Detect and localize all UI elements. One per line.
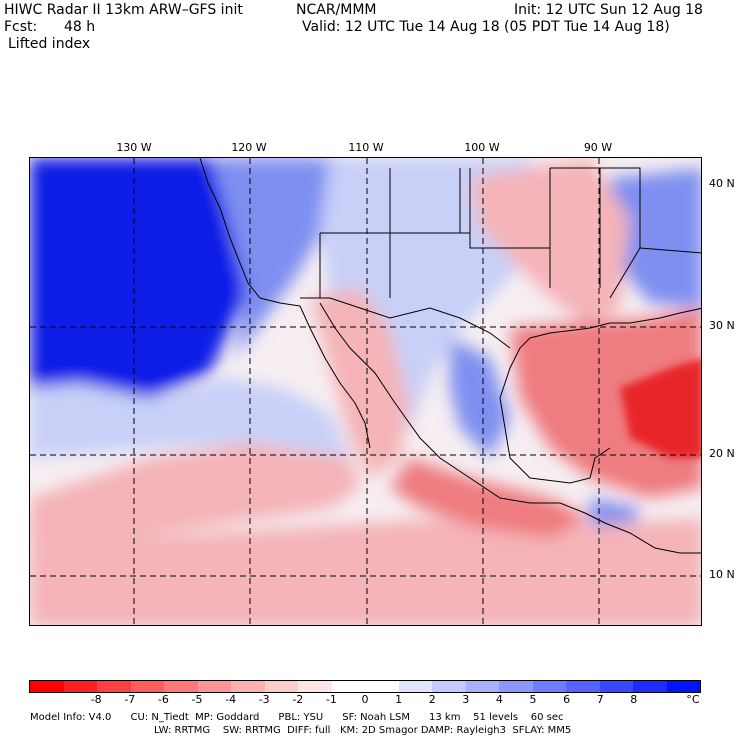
legend-swatch — [30, 681, 64, 692]
baja-california-coast — [299, 305, 371, 449]
unstable-southern-pacific — [30, 518, 701, 625]
lon-label-90w: 90 W — [583, 141, 613, 154]
legend-tick-label: -3 — [258, 693, 270, 706]
lon-label-130w: 130 W — [116, 141, 152, 154]
unstable-gulf-region — [510, 308, 701, 498]
lifted-index-map — [29, 157, 702, 626]
model-info-line2: LW: RRTMG SW: RRTMG DIFF: full KM: 2D Sm… — [154, 725, 572, 736]
grid-lines — [30, 158, 701, 625]
lat-label-30n: 30 N — [709, 319, 735, 332]
mexico-gulf-coast — [499, 397, 611, 484]
legend-swatch — [365, 681, 399, 692]
legend-tick-label: -5 — [191, 693, 203, 706]
legend-swatch — [231, 681, 265, 692]
legend-swatch — [298, 681, 332, 692]
lat-label-10n: 10 N — [709, 568, 735, 581]
model-info-line1: Model Info: V4.0 CU: N_Tiedt MP: Goddard… — [30, 712, 564, 723]
org-label: NCAR/MMM — [296, 2, 377, 18]
us-state-borders — [319, 168, 551, 298]
lon-label-100w: 100 W — [464, 141, 500, 154]
legend-swatch — [398, 681, 432, 692]
legend-tick-label: -1 — [325, 693, 337, 706]
legend-tick-label: 3 — [462, 693, 470, 706]
legend-tick-label: -6 — [157, 693, 169, 706]
legend-swatch — [197, 681, 231, 692]
lat-label-40n: 40 N — [709, 177, 735, 190]
legend-swatch — [264, 681, 298, 692]
lon-label-120w: 120 W — [231, 141, 267, 154]
stable-northeast-region — [610, 168, 701, 308]
unstable-sierra-madre — [310, 288, 410, 478]
legend-tick-label: 8 — [630, 693, 638, 706]
legend-unit: °C — [686, 693, 700, 706]
lat-label-20n: 20 N — [709, 447, 735, 460]
legend-tick-label: 6 — [563, 693, 571, 706]
unstable-core-caribbean — [620, 358, 701, 458]
lon-label-110w: 110 W — [348, 141, 384, 154]
us-state-borders-east — [550, 167, 701, 299]
legend-tick-label: 5 — [529, 693, 537, 706]
legend-swatch — [331, 681, 365, 692]
field-name: Lifted index — [8, 36, 91, 52]
color-legend — [29, 680, 701, 693]
legend-swatch — [97, 681, 131, 692]
legend-swatch — [164, 681, 198, 692]
legend-swatch — [566, 681, 600, 692]
legend-tick-label: 7 — [596, 693, 604, 706]
mexico-pacific-coast — [319, 302, 701, 554]
valid-time: Valid: 12 UTC Tue 14 Aug 18 (05 PDT Tue … — [302, 19, 670, 35]
forecast-hour: 48 h — [64, 19, 96, 35]
stable-ocean-region — [30, 158, 255, 398]
legend-tick-label: 0 — [361, 693, 369, 706]
us-mexico-border — [300, 297, 511, 349]
map-canvas — [30, 158, 701, 625]
unstable-mexico-coast — [390, 458, 590, 538]
stable-plateau-region — [450, 338, 510, 458]
stable-pacific-band — [30, 378, 350, 458]
init-time: Init: 12 UTC Sun 12 Aug 18 — [514, 2, 703, 18]
legend-swatch — [532, 681, 566, 692]
legend-tick-label: 2 — [428, 693, 436, 706]
legend-tick-label: 1 — [395, 693, 403, 706]
legend-ticks: -8 -7 -6 -5 -4 -3 -2 -1 0 1 2 3 4 5 6 7 8 °C — [29, 693, 701, 707]
legend-tick-label: -2 — [292, 693, 304, 706]
legend-tick-label: 4 — [495, 693, 503, 706]
legend-swatch — [633, 681, 667, 692]
legend-swatch — [432, 681, 466, 692]
coastlines-and-borders — [199, 158, 701, 554]
us-west-coast — [199, 158, 301, 307]
legend-swatch — [130, 681, 164, 692]
legend-tick-label: -7 — [124, 693, 136, 706]
stable-coastal-region — [210, 158, 330, 358]
unstable-itcz-band — [30, 443, 360, 548]
forecast-label: Fcst: — [4, 19, 38, 35]
legend-swatch — [599, 681, 633, 692]
gulf-coast — [499, 307, 701, 399]
legend-tick-label: -8 — [90, 693, 102, 706]
legend-swatch — [499, 681, 533, 692]
legend-swatch — [465, 681, 499, 692]
map-title: HIWC Radar II 13km ARW–GFS init — [4, 2, 243, 18]
legend-swatch — [666, 681, 700, 692]
legend-swatch — [63, 681, 97, 692]
legend-tick-label: -4 — [225, 693, 237, 706]
